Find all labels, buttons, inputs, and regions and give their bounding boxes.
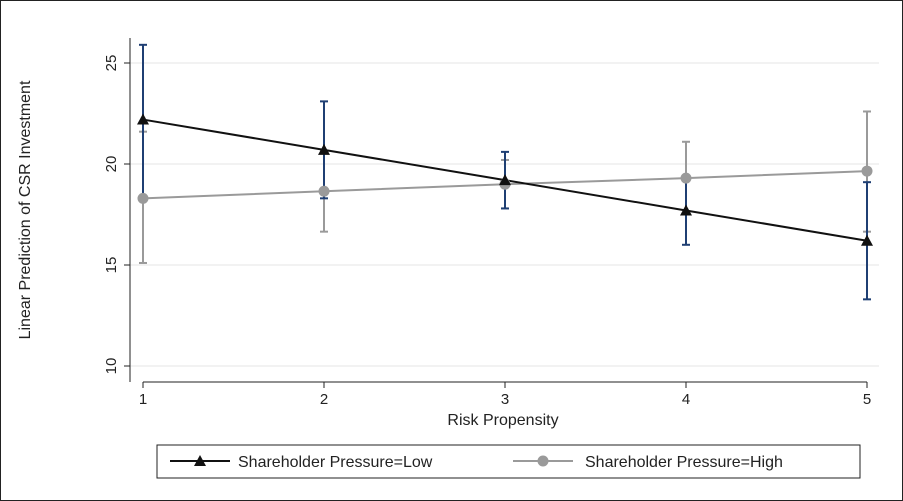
x-tick-label: 1: [139, 391, 147, 408]
x-tick-label: 3: [501, 391, 509, 408]
data-point-triangle: [861, 234, 873, 246]
series-markers: [137, 113, 873, 246]
y-axis-ticks: 10 15 20 25: [103, 55, 130, 375]
x-axis-ticks: 1 2 3 4 5: [139, 382, 871, 408]
legend: Shareholder Pressure=Low Shareholder Pre…: [156, 444, 861, 479]
data-point-triangle: [499, 174, 511, 186]
legend-entry-low: Shareholder Pressure=Low: [170, 454, 433, 471]
legend-box: [156, 444, 861, 479]
data-point-circle: [680, 172, 692, 184]
data-point-triangle: [318, 143, 330, 155]
y-tick-label: 10: [103, 358, 120, 375]
data-point-circle: [861, 165, 873, 177]
legend-label-low: Shareholder Pressure=Low: [238, 454, 433, 471]
y-tick-label: 25: [103, 55, 120, 72]
data-point-circle: [137, 192, 149, 204]
y-axis-label: Linear Prediction of CSR Investment: [17, 80, 34, 339]
y-tick-label: 20: [103, 156, 120, 173]
legend-circle-marker: [537, 455, 549, 467]
y-tick-label: 15: [103, 257, 120, 274]
x-tick-label: 4: [682, 391, 690, 408]
data-point-triangle: [680, 204, 692, 216]
x-axis-label: Risk Propensity: [447, 412, 558, 429]
legend-triangle-marker: [194, 455, 206, 466]
legend-entry-high: Shareholder Pressure=High: [513, 454, 783, 471]
data-point-circle: [318, 185, 330, 197]
data-point-triangle: [137, 113, 149, 125]
legend-label-high: Shareholder Pressure=High: [585, 454, 783, 471]
x-tick-label: 5: [863, 391, 871, 408]
x-tick-label: 2: [320, 391, 328, 408]
